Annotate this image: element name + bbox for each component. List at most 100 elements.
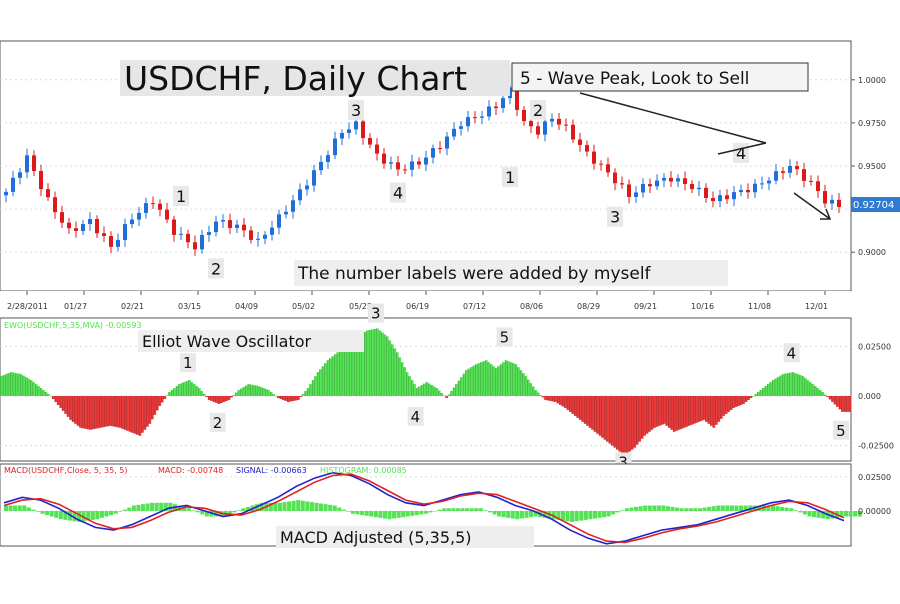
ewo-bar xyxy=(487,362,491,396)
candle-body xyxy=(809,180,813,182)
candle-body xyxy=(711,198,715,202)
ewo-bar xyxy=(665,396,669,426)
candle-body xyxy=(739,189,743,193)
wave-label-bg xyxy=(530,99,546,120)
macd-hist-bar xyxy=(679,508,684,511)
candle-body xyxy=(536,126,540,135)
ewo-bar xyxy=(249,384,253,396)
ewo-bar xyxy=(207,396,211,400)
candle-body xyxy=(4,191,8,196)
price-y-tick-label: 0.9750 xyxy=(858,119,886,128)
ewo-wave-label-bg xyxy=(180,353,197,373)
ewo-bar xyxy=(17,373,21,396)
ewo-bar xyxy=(96,396,100,429)
macd-hist-bar xyxy=(483,510,488,511)
ewo-bar xyxy=(749,396,753,398)
ewo-bar xyxy=(165,395,169,397)
candle-body xyxy=(221,220,225,222)
ewo-bar xyxy=(803,378,807,396)
ewo-bar xyxy=(126,396,129,431)
ewo-wave-labels: 1 2 3 4 5 3 4 5 xyxy=(180,303,850,472)
ewo-bar xyxy=(19,374,23,396)
ewo-zero-tag xyxy=(852,390,898,402)
chart-title-box xyxy=(120,60,510,96)
candle-body xyxy=(557,118,561,125)
ewo-bar xyxy=(108,396,112,426)
macd-hist-bar xyxy=(227,511,232,515)
ewo-bar xyxy=(259,387,263,396)
ewo-bar xyxy=(319,369,322,396)
ewo-bar xyxy=(724,396,728,414)
macd-hist-bar xyxy=(707,506,712,511)
ewo-bar xyxy=(806,380,810,396)
ewo-bar xyxy=(492,366,496,396)
candle-body xyxy=(655,180,659,187)
macd-hist-bar xyxy=(45,511,50,516)
ewo-bar xyxy=(645,396,649,434)
macd-hist-bar xyxy=(382,511,387,519)
macd-hist-bar xyxy=(802,511,807,515)
macd-hist-bar xyxy=(570,511,575,522)
ewo-bar xyxy=(116,396,120,428)
ewo-bar xyxy=(766,384,770,396)
ewo-bar xyxy=(596,396,599,434)
ewo-bar xyxy=(405,372,409,396)
macd-hist-bar xyxy=(31,509,36,511)
ewo-bar xyxy=(284,396,288,401)
ewo-bar xyxy=(286,396,290,402)
macd-hist-bar xyxy=(245,506,251,511)
candle-body xyxy=(375,144,379,154)
macd-hist-bar xyxy=(8,505,13,511)
candle-body xyxy=(774,171,778,181)
ewo-bar xyxy=(188,380,191,396)
ewo-bar xyxy=(257,386,261,396)
ewo-bar xyxy=(682,396,686,428)
macd-header: MACD(USDCHF,Close, 5, 35, 5) xyxy=(4,466,127,475)
ewo-header: EWO(USDCHF,5,35,MVA) -0.00593 xyxy=(4,321,142,330)
ewo-bar xyxy=(103,396,107,427)
ewo-bar xyxy=(700,396,703,421)
ewo-bar xyxy=(29,380,33,396)
macd-hist-bar xyxy=(49,511,54,517)
ewo-bar xyxy=(133,396,137,434)
candle-body xyxy=(529,121,533,127)
macd-hist-bar xyxy=(793,510,798,511)
candle-body xyxy=(767,180,771,184)
ewo-bar xyxy=(272,394,275,396)
ewo-bar xyxy=(14,373,18,396)
macd-hist-bar xyxy=(282,502,287,511)
candle-body xyxy=(305,185,309,190)
macd-hist-bar xyxy=(414,511,419,516)
ewo-bar xyxy=(462,373,466,396)
macd-hist-bar xyxy=(396,511,401,518)
ewo-bar xyxy=(836,396,839,407)
ewo-bar xyxy=(821,392,825,396)
macd-hist-bar xyxy=(597,511,602,518)
candle-body xyxy=(298,189,302,201)
candle-body xyxy=(396,162,400,170)
macd-hist-bar xyxy=(465,508,470,511)
macd-hist-bar xyxy=(798,511,803,513)
macd-hist-bar xyxy=(433,511,438,512)
macd-hist-bar xyxy=(373,511,378,518)
ewo-bar xyxy=(442,395,446,397)
macd-hist-bar xyxy=(602,511,607,518)
candle-body xyxy=(249,230,253,240)
date-label: 05/25 xyxy=(349,302,372,311)
macd-hist-bar xyxy=(405,511,410,517)
ewo-bar xyxy=(672,396,676,432)
ewo-bar xyxy=(244,385,248,396)
ewo-bar xyxy=(640,396,644,439)
date-label: 08/29 xyxy=(577,302,600,311)
date-label: 03/15 xyxy=(178,302,201,311)
ewo-bar xyxy=(197,388,201,396)
date-label: 11/08 xyxy=(748,302,771,311)
macd-hist-bar xyxy=(665,506,671,511)
ewo-bar xyxy=(106,396,110,427)
candle-body xyxy=(39,170,43,190)
ewo-bar xyxy=(299,396,303,397)
wave-label-bg xyxy=(502,167,518,188)
ewo-bar xyxy=(341,348,345,396)
ewo-bar xyxy=(497,366,501,396)
date-label: 04/09 xyxy=(235,302,258,311)
